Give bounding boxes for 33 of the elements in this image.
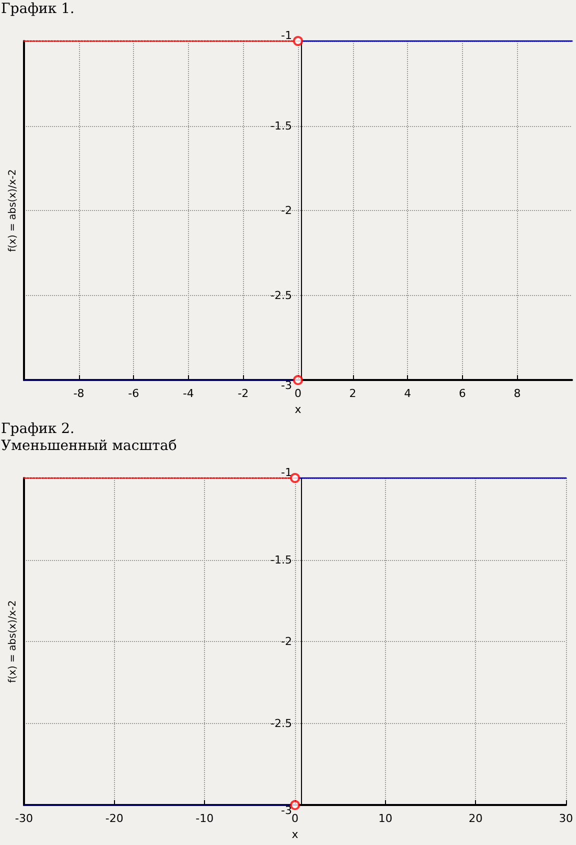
y-tick-label: -2 <box>281 204 292 218</box>
x-tick-label: 30 <box>559 812 573 826</box>
x-tick-label: 6 <box>458 387 466 400</box>
y-tick-label: -1 <box>281 466 292 479</box>
x-tick-label: 0 <box>292 812 298 826</box>
chart-subtitle: Уменьшенный масштаб <box>1 438 177 455</box>
x-tick-label: 0 <box>294 387 302 400</box>
x-tick-label: 20 <box>468 812 483 826</box>
x-tick-label: -20 <box>105 812 124 826</box>
y-tick-label: -1 <box>281 29 292 42</box>
x-tick-label: -8 <box>73 387 84 400</box>
x-tick-label: -6 <box>128 387 140 400</box>
y-tick-label: -2.5 <box>270 288 292 302</box>
chart-title: График 1. <box>1 1 74 18</box>
x-tick-label: 8 <box>514 387 521 400</box>
x-tick-label: -30 <box>15 812 33 826</box>
y-tick-label: -1.5 <box>270 119 292 132</box>
x-axis-title: x <box>292 828 299 841</box>
y-tick-label: -2 <box>281 635 292 648</box>
x-tick-label: 4 <box>404 387 412 400</box>
x-tick-label: -10 <box>196 812 214 826</box>
x-tick-label: 10 <box>378 812 392 826</box>
y-axis-title: f(x) = abs(x)/x-2 <box>8 600 18 683</box>
x-tick-label: -2 <box>238 387 249 400</box>
x-tick-label: 2 <box>349 387 356 400</box>
y-tick-label: -3 <box>281 379 292 392</box>
y-tick-label: -1.5 <box>270 553 292 566</box>
y-tick-label: -2.5 <box>270 716 292 730</box>
x-tick-label: -4 <box>182 387 194 400</box>
y-axis-title: f(x) = abs(x)/x-2 <box>8 169 18 252</box>
chart-title: График 2. <box>1 421 76 438</box>
y-tick-label: -3 <box>281 804 292 818</box>
x-axis-title: x <box>294 403 302 416</box>
